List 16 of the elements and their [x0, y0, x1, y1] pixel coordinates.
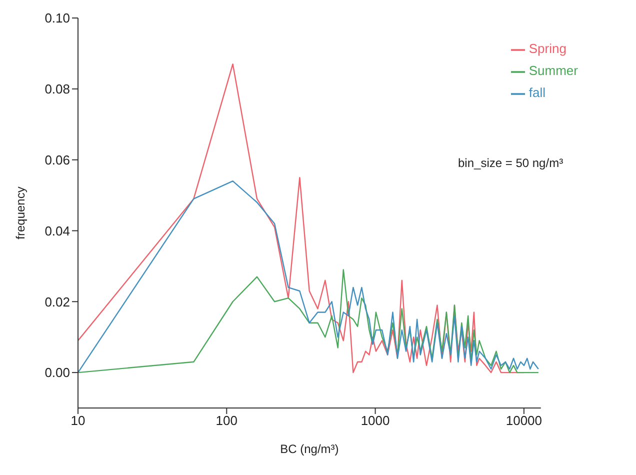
y-tick-label: 0.06	[44, 152, 70, 168]
y-axis-title: frequency	[13, 186, 28, 240]
x-tick-label: 10	[70, 413, 86, 428]
x-axis-title: BC (ng/m³)	[280, 442, 339, 456]
y-tick-label: 0.02	[44, 294, 70, 310]
y-tick-label: 0.04	[44, 223, 70, 238]
y-tick-label: 0.10	[44, 10, 70, 26]
x-tick-label: 100	[216, 413, 238, 428]
y-tick-label: 0.08	[44, 82, 70, 97]
x-tick-label: 10000	[506, 413, 542, 428]
legend-label: Spring	[528, 41, 566, 56]
legend-label: fall	[528, 85, 546, 100]
annotation: bin_size = 50 ng/m³	[458, 156, 564, 170]
legend-label: Summer	[528, 63, 578, 78]
x-tick-label: 1000	[360, 413, 390, 428]
y-tick-label: 0.00	[44, 365, 70, 380]
